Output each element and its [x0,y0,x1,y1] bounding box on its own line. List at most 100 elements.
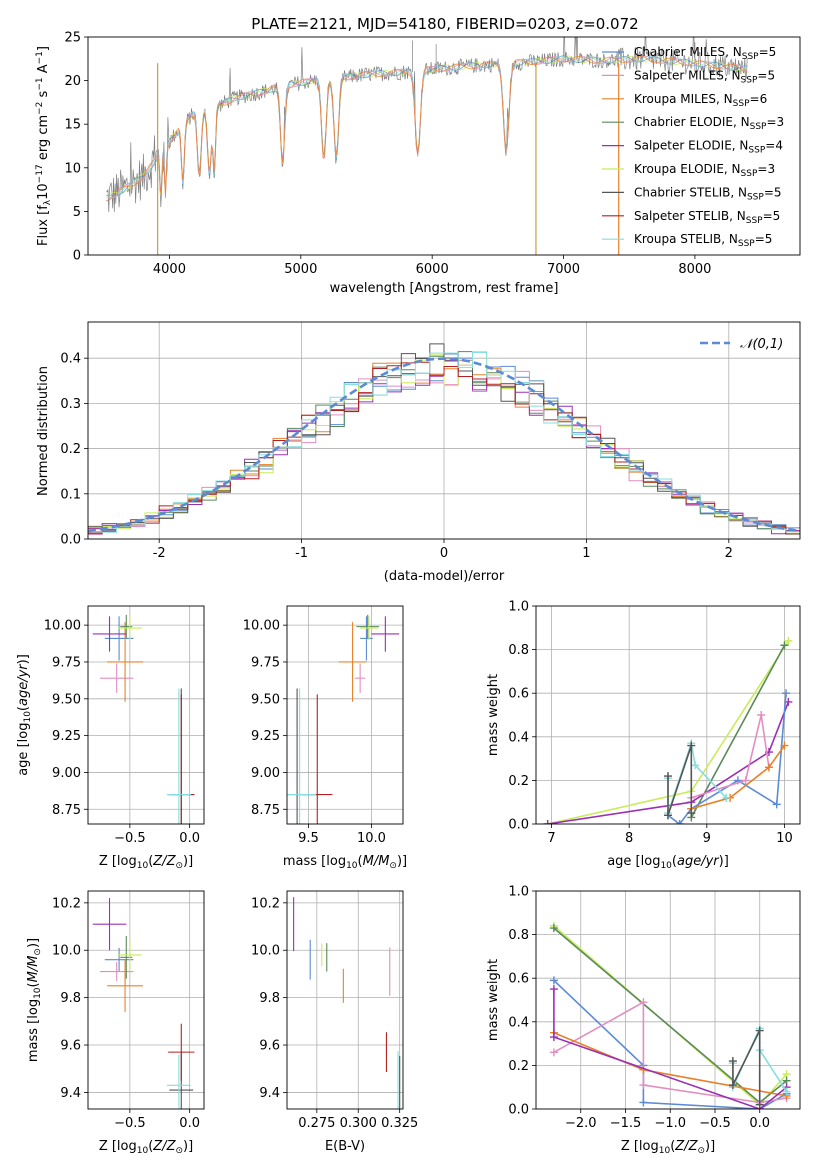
legend-entry: Chabrier STELIB, NSSP=5 [634,185,782,202]
weight-point [755,1026,764,1035]
x-tick-label: 0.0 [179,1116,200,1131]
y-tick-label: 9.00 [52,766,81,781]
y-axis-label: mass [log10(M/M⊙)] [26,938,43,1062]
weight-point [549,1048,558,1057]
x-axis-label: mass [log10(M/M⊙)] [283,854,407,871]
y-tick-label: 0.4 [508,1015,529,1030]
x-tick-label: 9 [703,831,711,846]
weight-point [687,741,696,750]
y-tick-label: 9.8 [259,991,280,1006]
x-tick-label: 9.5 [298,831,319,846]
x-tick-label: 0.0 [179,831,200,846]
y-tick-label: 0.2 [508,1059,529,1074]
legend: Chabrier MILES, NSSP=5 Salpeter MILES, NS… [602,45,784,249]
x-tick-label: −0.5 [114,831,146,846]
y-tick-label: 10.0 [52,944,81,959]
weight-line [691,745,786,810]
panel-age_vs_mass: 9.5 10.0 8.75 9.00 9.25 9.50 9.75 10.00 mass [lo… [243,605,407,871]
y-tick-label: 9.6 [259,1039,280,1054]
x-tick-label: 1 [582,546,590,561]
panel-weight_vs_Z: −2.0 −1.5 −1.0 −0.5 0.0 0.0 0.2 0.4 0.6 0.8 1.0 Z [… [486,885,801,1156]
weight-point [639,1098,648,1107]
x-axis-label: age [log10(age/yr)] [607,854,729,871]
x-tick-label: -2 [153,546,166,561]
y-tick-label: 0.4 [60,352,81,367]
weight-point [782,1087,791,1096]
weight-point [549,924,558,933]
x-tick-label: 0 [440,546,448,561]
weight-line [691,714,770,799]
y-tick-label: 1.0 [508,600,529,615]
axes-frame [87,890,205,1110]
weight-line [667,745,693,816]
x-tick-label: 10.0 [357,831,386,846]
x-tick-label: 8000 [678,262,711,277]
axes-frame [286,890,404,1110]
weight-point [549,1033,558,1042]
x-tick-label: 5000 [284,262,317,277]
y-tick-label: 9.50 [52,692,81,707]
x-tick-label: 6000 [416,262,449,277]
legend-entry: Salpeter ELODIE, NSSP=4 [634,139,783,156]
x-axis-label: wavelength [Angstrom, rest frame] [330,281,559,296]
normal-reference-curve [88,357,798,533]
y-axis-label: Normed distribution [36,366,51,496]
axes-frame [535,890,801,1110]
plot-area [106,37,748,255]
panel-weight_vs_age: 7 8 9 10 0.0 0.2 0.4 0.6 0.8 1.0 age [log10(age/yr… [486,600,801,871]
weight-point [664,811,672,820]
x-tick-label: −0.5 [699,1116,731,1131]
legend-entry: Chabrier ELODIE, NSSP=3 [634,115,784,132]
x-axis-label: (data-model)/error [384,569,505,584]
weight-point [780,641,789,650]
x-tick-label: 0.0 [749,1116,770,1131]
y-axis-label: mass weight [486,959,501,1041]
y-axis-label: age [log10(age/yr)] [16,654,33,776]
y-tick-label: 9.6 [60,1039,81,1054]
x-tick-label: -1 [295,546,308,561]
x-tick-label: 0.300 [340,1116,377,1131]
y-tick-label: 25 [64,31,81,46]
axes-frame [286,605,404,825]
weight-point [722,793,731,802]
weight-point [741,776,750,785]
x-tick-label: −2.0 [565,1116,597,1131]
weight-point [772,800,781,809]
weight-point [543,820,552,824]
y-tick-label: 9.25 [251,729,280,744]
y-tick-label: 5 [73,205,81,220]
x-tick-label: −1.0 [654,1116,686,1131]
legend-entry: Salpeter STELIB, NSSP=5 [634,209,780,226]
x-tick-label: 4000 [153,262,186,277]
panel-mass_vs_EBV: 0.275 0.300 0.325 9.4 9.6 9.8 10.0 10.2 E(B-V) [251,890,418,1154]
panel-age_vs_Z: −0.5 0.0 8.75 9.00 9.25 9.50 9.75 10.00 Z [log10… [16,605,205,871]
x-tick-label: 7 [547,831,555,846]
axes-frame [87,605,205,825]
x-axis-label: Z [log10(Z/Z⊙)] [99,854,193,871]
axes-frame [87,36,801,256]
x-axis-label: E(B-V) [325,1139,365,1154]
axes-frame [535,605,801,825]
x-tick-label: 7000 [547,262,580,277]
weight-line [667,743,727,814]
y-axis-label: mass weight [486,674,501,756]
y-tick-label: 0.6 [508,972,529,987]
y-tick-label: 8.75 [52,803,81,818]
y-tick-label: 9.4 [60,1086,81,1101]
y-tick-label: 15 [64,118,81,133]
legend-entry: Kroupa MILES, NSSP=6 [634,92,767,109]
x-tick-label: 0.325 [381,1116,418,1131]
y-tick-label: 0.0 [508,1103,529,1118]
weight-point [728,1081,737,1090]
plot-area [536,606,800,824]
weight-point [691,761,700,770]
x-tick-label: −0.5 [114,1116,146,1131]
plot-area [287,891,403,1109]
y-tick-label: 8.75 [251,803,280,818]
y-tick-label: 0.2 [508,774,529,789]
legend-entry: Kroupa ELODIE, NSSP=3 [634,162,775,179]
y-tick-label: 20 [64,74,81,89]
y-tick-label: 9.00 [251,766,280,781]
y-tick-label: 10 [64,161,81,176]
